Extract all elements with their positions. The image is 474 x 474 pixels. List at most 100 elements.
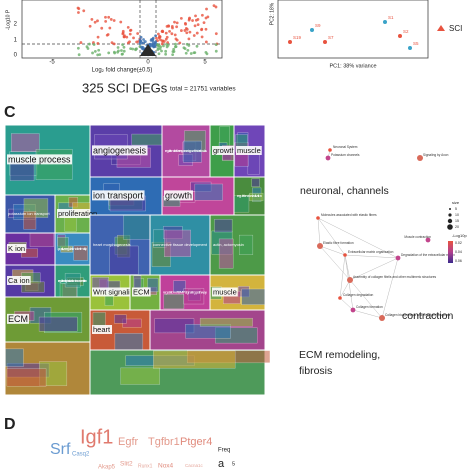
node-label: Degradation of the extracellular matrix (401, 253, 455, 257)
volcano-point (185, 28, 189, 31)
volcano-point (204, 40, 208, 44)
network-node (425, 237, 431, 243)
label-bg (57, 208, 90, 218)
treemap-label: muscle (213, 287, 237, 296)
node-label: Potassium channels (331, 153, 360, 157)
treemap-label: Wnt signaling (93, 287, 138, 296)
volcano-point (171, 26, 174, 30)
volcano-point (136, 32, 140, 35)
volcano-point (90, 17, 94, 21)
y-axis-label: -Log10 P (5, 9, 11, 30)
x-tick-label: -5 (49, 60, 55, 66)
node-label: Signaling by Axon (423, 153, 449, 157)
volcano-point (129, 47, 133, 51)
volcano-point (108, 26, 112, 30)
volcano-point (98, 53, 102, 56)
volcano-point (116, 46, 120, 49)
volcano-point (120, 49, 123, 52)
label-bg (7, 275, 31, 285)
volcano-point (195, 31, 199, 35)
treemap-subcell (35, 149, 73, 180)
volcano-point (117, 49, 120, 53)
volcano-point (110, 41, 114, 45)
volcano-point (200, 13, 204, 17)
pca-point-label: S2 (403, 29, 409, 34)
volcano-point (148, 43, 152, 46)
volcano-point (126, 25, 130, 29)
node-label: Neuronal System (333, 145, 358, 149)
volcano-point (143, 40, 147, 43)
treemap-subcell (133, 275, 142, 289)
volcano-point (187, 37, 191, 41)
volcano-point (173, 20, 176, 24)
label-bg (236, 145, 262, 155)
treemap-subcell (153, 350, 236, 369)
treemap-subcell (234, 195, 250, 213)
volcano-point (120, 52, 124, 56)
volcano-point (119, 20, 123, 24)
volcano-point (205, 7, 208, 11)
volcano-point (202, 21, 206, 25)
label-bg (164, 190, 194, 201)
label-bg (212, 287, 238, 297)
treemap-label: ECM (8, 314, 28, 324)
treemap-label: actin, actomyosin (213, 242, 244, 247)
network-edge (317, 217, 321, 247)
node-label: Extracellular matrix organization (348, 250, 394, 254)
treemap-subcell (163, 294, 185, 310)
treemap-label: proliferation (58, 209, 97, 218)
treemap-subcell (214, 219, 233, 233)
volcano-point (105, 33, 109, 37)
pca-frame (277, 0, 429, 59)
volcano-point (91, 51, 94, 55)
volcano-point (85, 45, 89, 49)
color-tick: 0.06 (455, 259, 462, 263)
treemap-subcell (199, 317, 253, 327)
volcano-point (155, 36, 158, 40)
volcano-point (172, 47, 176, 51)
volcano-point (150, 44, 154, 48)
network-edge (381, 257, 399, 319)
volcano-point (164, 31, 168, 35)
network-node (417, 155, 423, 161)
group-label: fibrosis (299, 365, 332, 377)
pca-point-label: S1 (388, 15, 394, 20)
treemap-subcell (64, 273, 81, 288)
label-bg (7, 313, 29, 324)
volcano-point (171, 53, 175, 57)
node-label: Collagen degradation (343, 293, 374, 297)
pca-point (383, 20, 387, 24)
volcano-point (160, 49, 163, 53)
legend-marker (437, 25, 445, 31)
treemap-label: potassium ion transport (8, 211, 50, 216)
volcano-point (168, 29, 171, 33)
treemap-subcell (73, 245, 89, 261)
volcano-point (77, 7, 81, 11)
volcano-point (135, 47, 138, 51)
volcano-point (128, 32, 132, 36)
treemap-label: heart (93, 325, 111, 334)
legend-title: -Log10p (452, 233, 467, 238)
volcano-point (158, 34, 161, 38)
treemap-subcell (194, 183, 223, 201)
group-label: ECM remodeling, (299, 349, 380, 361)
volcano-point (174, 42, 177, 46)
pca-point (288, 40, 292, 44)
volcano-point (121, 43, 124, 47)
color-tick: 0.02 (455, 241, 462, 245)
network-node (343, 253, 347, 257)
treemap-subcell (6, 368, 47, 387)
volcano-point (100, 26, 104, 30)
volcano-point (184, 51, 188, 55)
network-node (316, 216, 320, 220)
volcano-point (79, 41, 83, 44)
volcano-point (132, 36, 135, 40)
volcano-point (122, 35, 126, 39)
volcano-point (161, 40, 164, 43)
volcano-point (165, 25, 169, 28)
volcano-point (204, 50, 208, 54)
volcano-point (179, 29, 183, 32)
volcano-point (192, 51, 196, 55)
treemap-subcell (173, 280, 186, 293)
size-key (447, 224, 453, 230)
